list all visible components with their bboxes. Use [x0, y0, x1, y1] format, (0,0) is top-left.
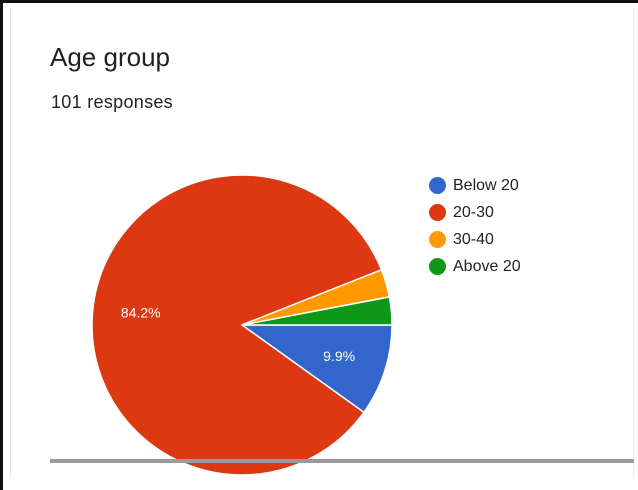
pie-slice-20-30[interactable]: [91, 174, 383, 476]
legend-swatch-icon: [429, 204, 446, 221]
legend-label: 30-40: [453, 230, 494, 248]
pie-slice-below-20[interactable]: [241, 324, 393, 414]
pie-slice-label-20-30: 84.2%: [121, 305, 161, 321]
legend-swatch-icon: [429, 231, 446, 248]
legend-swatch-icon: [429, 258, 446, 275]
legend-swatch-icon: [429, 177, 446, 194]
chart-legend: Below 20 20-30 30-40 Above 20: [429, 172, 521, 280]
legend-label: Above 20: [453, 257, 521, 275]
legend-item-below-20[interactable]: Below 20: [429, 172, 521, 199]
legend-label: 20-30: [453, 203, 494, 221]
legend-item-30-40[interactable]: 30-40: [429, 226, 521, 253]
top-border: [0, 0, 638, 3]
card-bottom-divider: [50, 459, 634, 463]
legend-label: Below 20: [453, 176, 519, 194]
legend-item-above-20[interactable]: Above 20: [429, 253, 521, 280]
pie-slice-label-below-20: 9.9%: [323, 348, 355, 364]
question-title: Age group: [50, 42, 170, 72]
pie-slice-above-20[interactable]: [241, 296, 393, 326]
legend-item-20-30[interactable]: 20-30: [429, 199, 521, 226]
response-count: 101 responses: [51, 92, 173, 112]
left-border: [0, 0, 3, 490]
